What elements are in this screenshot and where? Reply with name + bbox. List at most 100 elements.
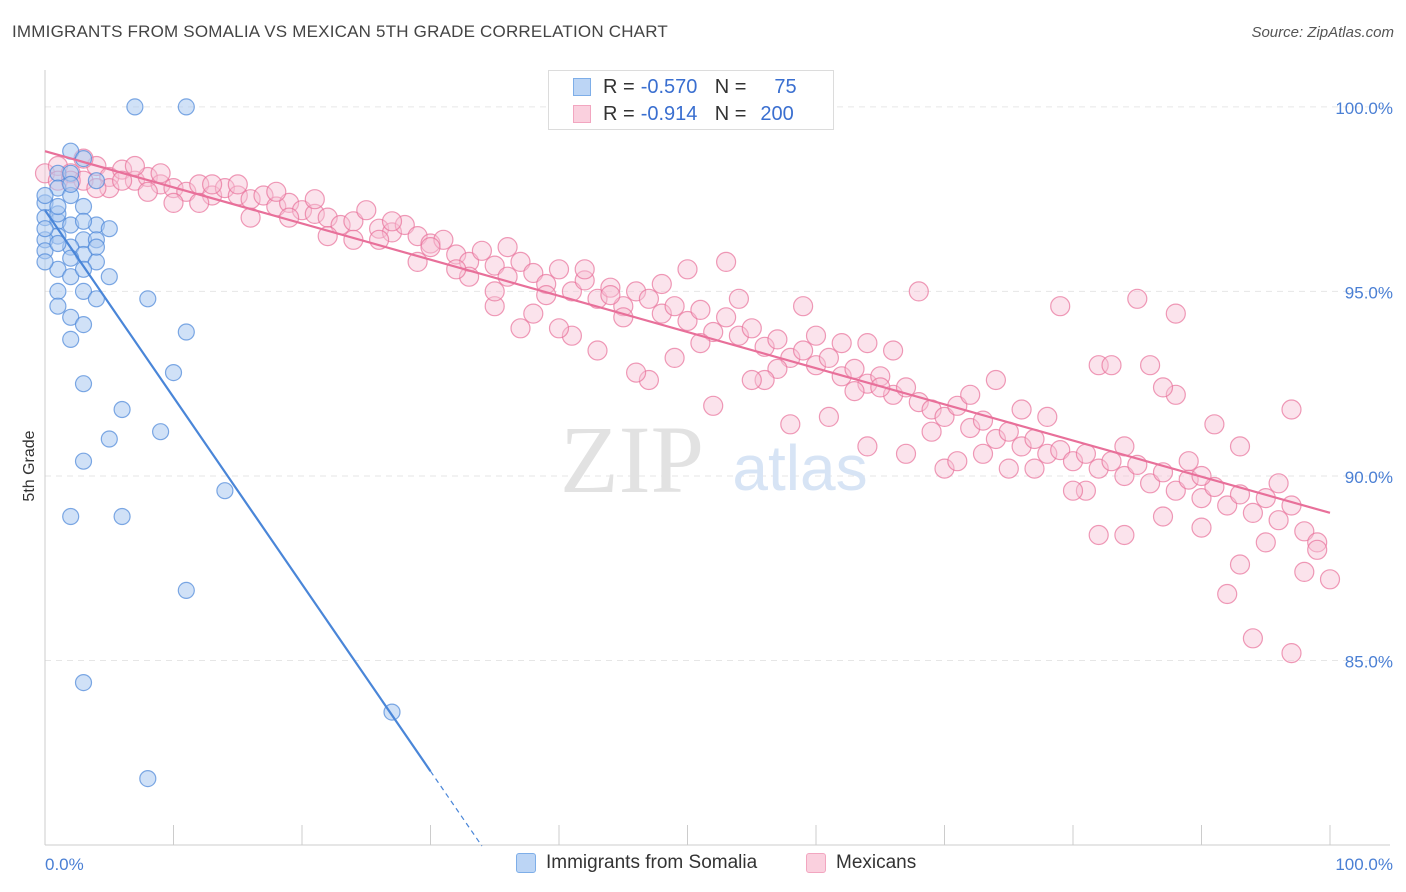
mexicans-point (137, 181, 158, 202)
somalia-point (74, 197, 93, 216)
somalia-point (62, 507, 80, 526)
somalia-point (100, 220, 118, 238)
mexicans-point (1319, 569, 1341, 590)
mexicans-point (497, 237, 518, 258)
somalia-point (100, 268, 118, 286)
mexicans-point (690, 333, 711, 354)
somalia-point (164, 364, 183, 382)
mexicans-point (1217, 583, 1238, 605)
mexicans-point (818, 347, 840, 368)
legend-r-label: R = (603, 75, 635, 98)
correlation-legend: R = -0.570 N = 75 R = -0.914 N = 200 (548, 70, 834, 130)
mexicans-point (510, 251, 531, 272)
mexicans-point (253, 185, 274, 206)
mexicans-point (1127, 288, 1148, 309)
mexicans-point (703, 395, 724, 416)
mexicans-point (728, 325, 750, 346)
mexicans-point (523, 303, 544, 324)
mexicans-point (934, 406, 955, 427)
somalia-point (74, 673, 93, 692)
mexicans-point (548, 259, 570, 280)
y-axis-title: 5th Grade (21, 430, 38, 501)
somalia-point (62, 308, 80, 326)
somalia-point (49, 234, 67, 253)
mexicans-point (857, 333, 878, 354)
mexicans-point (857, 436, 878, 457)
mexicans-point (780, 414, 801, 435)
legend-swatch-somalia (573, 78, 591, 96)
mexicans-point (227, 174, 248, 195)
somalia-point (62, 249, 80, 267)
mexicans-point (1255, 488, 1276, 509)
mexicans-point (792, 296, 814, 317)
y-tick-label: 95.0% (1345, 283, 1393, 302)
mexicans-point (1229, 436, 1251, 457)
mexicans-point (548, 318, 570, 339)
x-tick-label: 100.0% (1335, 855, 1393, 874)
mexicans-point (690, 299, 711, 320)
somalia-point (87, 172, 106, 190)
mexicans-point (214, 178, 235, 199)
mexicans-point (600, 277, 621, 298)
mexicans-point (908, 281, 929, 302)
mexicans-point (407, 226, 428, 247)
legend-item-mexicans[interactable]: Mexicans (806, 852, 916, 874)
somalia-point (36, 253, 54, 271)
mexicans-point (728, 288, 750, 309)
mexicans-point (574, 259, 595, 280)
mexicans-point (1178, 451, 1199, 472)
somalia-point (139, 769, 157, 788)
mexicans-point (715, 251, 737, 272)
somalia-point (62, 268, 80, 286)
mexicans-point (381, 222, 403, 243)
mexicans-point (767, 329, 788, 350)
mexicans-point (895, 443, 917, 464)
legend-row-somalia: R = -0.570 N = 75 (573, 75, 797, 99)
mexicans-point (613, 307, 634, 328)
legend-r-value: -0.914 (640, 102, 698, 125)
mexicans-point (369, 218, 390, 239)
mexicans-point (497, 266, 518, 287)
mexicans-point (150, 163, 171, 184)
legend-label-somalia: Immigrants from Somalia (546, 852, 758, 873)
mexicans-point (651, 273, 672, 295)
mexicans-point (394, 214, 415, 236)
mexicans-point (202, 174, 223, 195)
legend-item-somalia[interactable]: Immigrants from Somalia (516, 852, 757, 874)
somalia-points (36, 98, 401, 788)
mexicans-point (1062, 480, 1084, 501)
somalia-point (49, 297, 67, 315)
mexicans-point (433, 229, 454, 250)
mexicans-point (921, 421, 942, 442)
somalia-point (49, 282, 67, 300)
mexicans-point (1139, 473, 1161, 494)
trend-lines (44, 150, 1331, 847)
legend-row-mexicans: R = -0.914 N = 200 (573, 102, 794, 126)
mexicans-point (124, 155, 145, 177)
mexicans-point (1281, 642, 1302, 664)
mexicans-point (818, 406, 840, 427)
mexicans-point (664, 296, 685, 317)
mexicans-point (561, 281, 583, 302)
mexicans-point (1281, 399, 1302, 420)
legend-r-label: R = (603, 102, 635, 125)
legend-n-value: 200 (760, 102, 794, 125)
somalia-point (113, 507, 131, 526)
somalia-point (62, 175, 80, 193)
mexicans-point (536, 273, 557, 295)
mexicans-point (446, 244, 467, 265)
mexicans-point (279, 192, 300, 213)
mexicans-point (1101, 355, 1122, 376)
somalia-point (74, 212, 93, 230)
y-tick-label: 100.0% (1335, 99, 1393, 118)
mexicans-point (960, 384, 981, 405)
somalia-point (177, 581, 195, 600)
somalia-point (113, 400, 131, 419)
mexicans-point (266, 181, 287, 202)
source-label: Source: ZipAtlas.com (1251, 24, 1394, 41)
mexicans-point (1165, 384, 1186, 405)
mexicans-point (587, 288, 608, 309)
mexicans-point (1114, 524, 1135, 546)
mexicans-point (1088, 524, 1109, 546)
